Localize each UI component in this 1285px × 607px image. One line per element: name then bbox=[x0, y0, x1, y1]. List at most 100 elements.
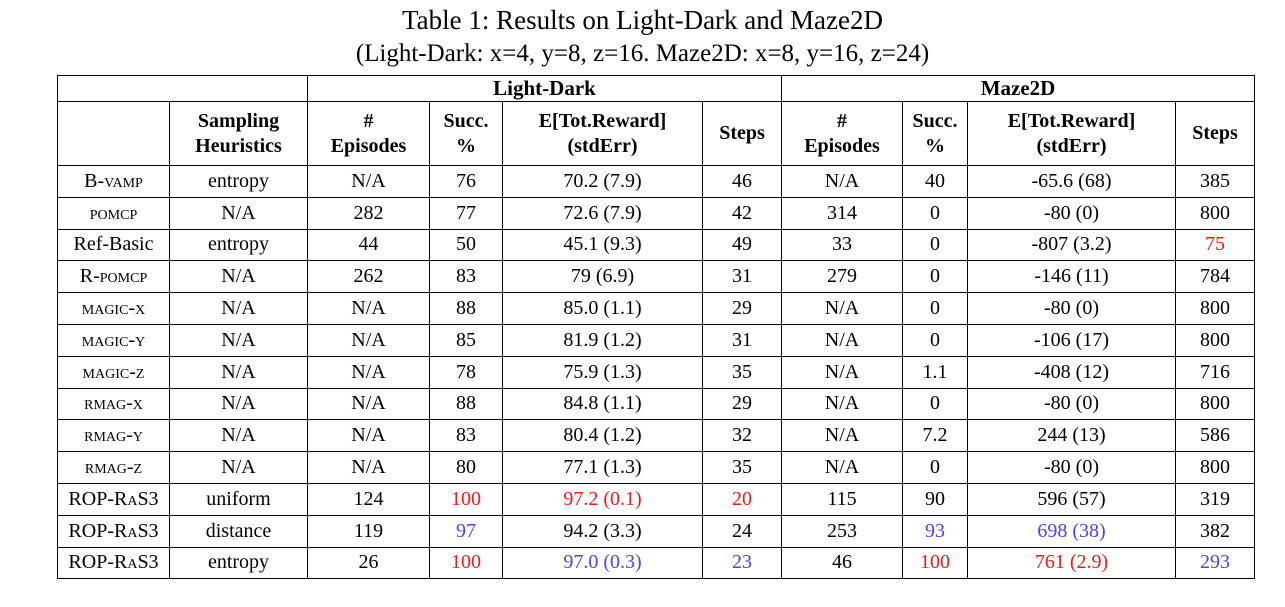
cell: N/A bbox=[169, 292, 308, 325]
cell: uniform bbox=[169, 482, 308, 516]
cell: 88 bbox=[429, 387, 503, 421]
table-row: ROP-RaS3 entropy 26 100 97.0 (0.3) 23 46 100 761… bbox=[57, 546, 1256, 580]
column-header-row: Sampling Heuristics # Episodes Succ. % E… bbox=[57, 101, 1256, 166]
cell: 800 bbox=[1174, 196, 1256, 230]
cell: 1.1 bbox=[902, 355, 968, 389]
cell: 253 bbox=[781, 514, 903, 548]
cell: N/A bbox=[307, 451, 430, 484]
cell: 382 bbox=[1174, 514, 1256, 548]
group-header-light-dark: Light-Dark bbox=[307, 75, 782, 102]
cell: 293 bbox=[1174, 546, 1256, 580]
cell: 29 bbox=[702, 387, 782, 421]
results-table-body: B-vamp entropy N/A 76 70.2 (7.9) 46 N/A 40 -65.6… bbox=[57, 165, 1256, 580]
cell: 596 (57) bbox=[967, 482, 1176, 516]
col-header-episodes-ld: # Episodes bbox=[307, 101, 430, 166]
cell: 24 bbox=[702, 514, 782, 548]
table-row: R-pomcp N/A 262 83 79 (6.9) 31 279 0 -146 (11) 78… bbox=[57, 260, 1256, 294]
cell: 75 bbox=[1174, 228, 1256, 262]
cell: -146 (11) bbox=[967, 260, 1176, 294]
cell: 78 bbox=[429, 355, 503, 389]
cell: 85 bbox=[429, 323, 503, 357]
cell: 90 bbox=[902, 482, 968, 516]
table-row: Ref-Basic entropy 44 50 45.1 (9.3) 49 33 0 -807 … bbox=[57, 228, 1256, 262]
col-header-sampling-heuristics: Sampling Heuristics bbox=[169, 101, 308, 166]
group-header-maze2d: Maze2D bbox=[780, 75, 1256, 102]
cell: 800 bbox=[1174, 387, 1256, 421]
table-row: ROP-RaS3 distance 119 97 94.2 (3.3) 24 253 93 69… bbox=[57, 514, 1256, 548]
results-table: Light-Dark Maze2D Sampling Heuristics # … bbox=[57, 75, 1256, 580]
cell: 72.6 (7.9) bbox=[502, 196, 703, 230]
cell: 79 (6.9) bbox=[502, 260, 703, 294]
table-row: B-vamp entropy N/A 76 70.2 (7.9) 46 N/A 40 -65.6… bbox=[57, 165, 1256, 198]
cell: -80 (0) bbox=[967, 387, 1176, 421]
col-header-reward-ld: E[Tot.Reward] (stdErr) bbox=[502, 101, 703, 166]
table-row: ROP-RaS3 uniform 124 100 97.2 (0.1) 20 115 90 59… bbox=[57, 482, 1256, 516]
cell: 0 bbox=[902, 387, 968, 421]
cell: 100 bbox=[429, 482, 503, 516]
row-label: rmag-x bbox=[57, 387, 170, 421]
row-label: rmag-z bbox=[57, 451, 170, 484]
cell: -408 (12) bbox=[967, 355, 1176, 389]
cell: -80 (0) bbox=[967, 292, 1176, 325]
cell: 88 bbox=[429, 292, 503, 325]
cell: 40 bbox=[902, 165, 968, 198]
cell: 23 bbox=[702, 546, 782, 580]
cell: 100 bbox=[429, 546, 503, 580]
table-row: magic-z N/A N/A 78 75.9 (1.3) 35 N/A 1.1 -408 (1… bbox=[57, 355, 1256, 389]
cell: 83 bbox=[429, 260, 503, 294]
col-header-steps-m2d: Steps bbox=[1174, 101, 1256, 166]
cell: N/A bbox=[781, 292, 903, 325]
cell: 33 bbox=[781, 228, 903, 262]
cell: 716 bbox=[1174, 355, 1256, 389]
cell: 124 bbox=[307, 482, 430, 516]
cell: 0 bbox=[902, 228, 968, 262]
cell: 279 bbox=[781, 260, 903, 294]
cell: 761 (2.9) bbox=[967, 546, 1176, 580]
cell: 70.2 (7.9) bbox=[502, 165, 703, 198]
col-header-empty bbox=[57, 101, 170, 166]
row-label: ROP-RaS3 bbox=[57, 482, 170, 516]
cell: N/A bbox=[781, 323, 903, 357]
cell: entropy bbox=[169, 546, 308, 580]
cell: N/A bbox=[169, 323, 308, 357]
cell: 42 bbox=[702, 196, 782, 230]
cell: 0 bbox=[902, 451, 968, 484]
cell: -65.6 (68) bbox=[967, 165, 1176, 198]
cell: 26 bbox=[307, 546, 430, 580]
cell: 0 bbox=[902, 292, 968, 325]
table-caption: Table 1: Results on Light-Dark and Maze2… bbox=[0, 4, 1285, 69]
cell: 7.2 bbox=[902, 419, 968, 453]
table-subtitle: (Light-Dark: x=4, y=8, z=16. Maze2D: x=8… bbox=[355, 39, 930, 67]
cell: 31 bbox=[702, 323, 782, 357]
cell: 0 bbox=[902, 260, 968, 294]
row-label: rmag-y bbox=[57, 419, 170, 453]
cell: 77 bbox=[429, 196, 503, 230]
cell: -807 (3.2) bbox=[967, 228, 1176, 262]
row-label: magic-y bbox=[57, 323, 170, 357]
col-header-episodes-m2d: # Episodes bbox=[781, 101, 903, 166]
table-row: rmag-z N/A N/A 80 77.1 (1.3) 35 N/A 0 -80 (0) 800 bbox=[57, 451, 1256, 484]
cell: 97.0 (0.3) bbox=[502, 546, 703, 580]
cell: N/A bbox=[781, 451, 903, 484]
cell: entropy bbox=[169, 165, 308, 198]
cell: 45.1 (9.3) bbox=[502, 228, 703, 262]
cell: 319 bbox=[1174, 482, 1256, 516]
row-label: magic-z bbox=[57, 355, 170, 389]
cell: 244 (13) bbox=[967, 419, 1176, 453]
cell: -80 (0) bbox=[967, 451, 1176, 484]
cell: 35 bbox=[702, 451, 782, 484]
cell: 100 bbox=[902, 546, 968, 580]
table-row: magic-y N/A N/A 85 81.9 (1.2) 31 N/A 0 -106 (17)… bbox=[57, 323, 1256, 357]
cell: 800 bbox=[1174, 451, 1256, 484]
group-header-row: Light-Dark Maze2D bbox=[57, 75, 1256, 102]
cell: 46 bbox=[702, 165, 782, 198]
col-header-steps-ld: Steps bbox=[702, 101, 782, 166]
cell: 282 bbox=[307, 196, 430, 230]
cell: 0 bbox=[902, 323, 968, 357]
cell: 49 bbox=[702, 228, 782, 262]
col-header-reward-m2d: E[Tot.Reward] (stdErr) bbox=[967, 101, 1176, 166]
cell: 80 bbox=[429, 451, 503, 484]
cell: 83 bbox=[429, 419, 503, 453]
cell: 262 bbox=[307, 260, 430, 294]
cell: 784 bbox=[1174, 260, 1256, 294]
